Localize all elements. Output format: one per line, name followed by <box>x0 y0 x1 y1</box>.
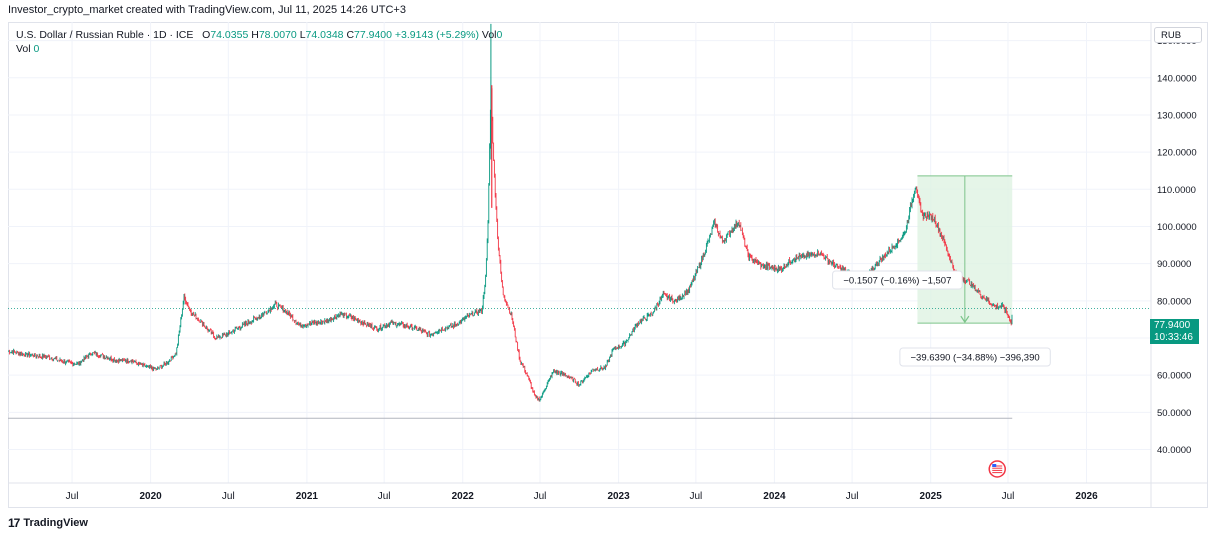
bar-countdown: 10:33:46 <box>1154 332 1193 343</box>
x-tick-label: 2024 <box>763 491 786 502</box>
legend-change: +3.9143 (+5.29%) <box>394 29 479 41</box>
legend-close: 77.9400 <box>354 29 392 41</box>
last-price-tag: 77.9400 10:33:46 <box>1150 319 1199 344</box>
y-tick-label: 80.0000 <box>1157 296 1191 307</box>
tradingview-logo-icon: 17 <box>8 516 20 530</box>
volume-legend: Vol 0 <box>16 43 40 55</box>
y-tick-label: 100.0000 <box>1157 222 1197 233</box>
x-tick-label: Jul <box>846 491 859 502</box>
y-tick-label: 50.0000 <box>1157 408 1191 419</box>
y-tick-label: 90.0000 <box>1157 259 1191 270</box>
x-tick-label: Jul <box>689 491 702 502</box>
x-tick-label: 2026 <box>1075 491 1098 502</box>
measure-bottom-label: −39.6390 (−34.88%) −396,390 <box>911 353 1040 364</box>
x-tick-label: Jul <box>378 491 391 502</box>
y-tick-label: 40.0000 <box>1157 445 1191 456</box>
y-tick-label: 130.0000 <box>1157 110 1197 121</box>
x-tick-label: Jul <box>1002 491 1015 502</box>
currency-button[interactable]: RUB <box>1154 27 1202 43</box>
us-flag-canton <box>992 464 997 467</box>
y-tick-label: 110.0000 <box>1157 185 1196 196</box>
last-price-value: 77.9400 <box>1154 320 1191 331</box>
measure-top-label: −0.1507 (−0.16%) −1,507 <box>843 276 951 287</box>
x-tick-label: 2023 <box>607 491 630 502</box>
tradingview-brand: TradingView <box>23 517 88 529</box>
chart-caption: Investor_crypto_market created with Trad… <box>8 4 406 16</box>
legend-high: 78.0070 <box>258 29 297 41</box>
us-flag-icon[interactable] <box>988 460 1006 478</box>
x-tick-label: 2020 <box>139 491 162 502</box>
y-tick-label: 120.0000 <box>1157 148 1197 159</box>
legend-vol-inline: 0 <box>496 29 503 41</box>
legend-low: 74.0348 <box>305 29 344 41</box>
symbol-legend: U.S. Dollar / Russian Ruble · 1D · ICE O… <box>16 29 503 41</box>
tradingview-logo[interactable]: 17 TradingView <box>8 516 88 530</box>
x-tick-label: Jul <box>222 491 235 502</box>
price-range-arrow-head <box>960 315 970 324</box>
measure-top-label-bg <box>832 270 963 290</box>
x-tick-label: Jul <box>66 491 79 502</box>
x-tick-label: 2022 <box>452 491 475 502</box>
x-tick-label: 2021 <box>296 491 319 502</box>
price-chart[interactable]: 40.000050.000060.000070.000080.000090.00… <box>8 22 1208 508</box>
legend-symbol: U.S. Dollar / Russian Ruble · 1D · ICE <box>16 29 194 41</box>
chart-border <box>8 22 1208 508</box>
measure-bottom-label-bg <box>899 347 1051 367</box>
x-tick-label: Jul <box>534 491 547 502</box>
y-tick-label: 140.0000 <box>1157 73 1197 84</box>
y-tick-label: 60.0000 <box>1157 371 1191 382</box>
x-tick-label: 2025 <box>920 491 943 502</box>
legend-open: 74.0355 <box>210 29 249 41</box>
